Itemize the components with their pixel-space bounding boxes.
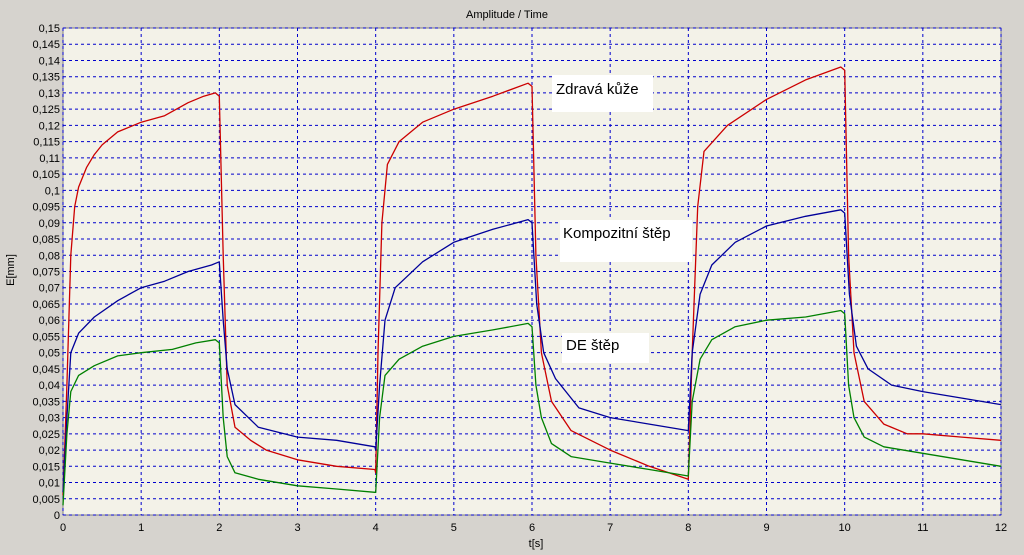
x-tick-label: 1 (138, 522, 144, 534)
y-axis-label: E[mm] (5, 254, 17, 286)
y-tick-label: 0,085 (32, 234, 60, 246)
y-tick-labels: 0 0,005 0,01 0,015 0,02 0,025 0,03 0,035 0,04 0,0… (32, 23, 60, 522)
x-tick-label: 9 (763, 522, 769, 534)
series-line-1 (62, 209, 1002, 493)
y-tick-label: 0,05 (39, 348, 60, 360)
series-line-2 (62, 309, 1002, 506)
y-tick-label: 0,01 (39, 478, 60, 490)
y-tick-label: 0,03 (39, 413, 60, 425)
y-tick-label: 0,1 (45, 185, 60, 197)
y-tick-label: 0,13 (39, 88, 60, 100)
x-tick-label: 8 (685, 522, 691, 534)
y-tick-label: 0,11 (39, 153, 60, 165)
y-tick-label: 0,125 (32, 104, 60, 116)
x-axis-label: t[s] (529, 538, 544, 550)
y-tick-label: 0,015 (32, 461, 60, 473)
series-line-0 (62, 66, 1002, 496)
y-tick-label: 0,075 (32, 267, 60, 279)
x-tick-label: 10 (839, 522, 851, 534)
y-tick-label: 0,08 (39, 250, 60, 262)
x-tick-labels: 0 1 2 3 4 5 6 7 8 9 10 11 12 (60, 522, 1007, 534)
y-tick-label: 0,145 (32, 39, 60, 51)
y-tick-label: 0,035 (32, 396, 60, 408)
x-tick-label: 4 (373, 522, 379, 534)
annotation-text: DE štěp (566, 337, 619, 354)
y-tick-label: 0,12 (39, 120, 60, 132)
y-tick-label: 0,09 (39, 218, 60, 230)
x-tick-label: 7 (607, 522, 613, 534)
y-tick-label: 0,115 (33, 137, 60, 149)
y-tick-label: 0,055 (32, 331, 60, 343)
annotation-zdrava-kuze: Zdravá kůže (552, 75, 653, 112)
y-tick-label: 0,095 (32, 202, 60, 214)
y-tick-label: 0,14 (39, 55, 60, 67)
x-tick-label: 3 (294, 522, 300, 534)
y-tick-label: 0,135 (32, 72, 60, 84)
x-tick-label: 6 (529, 522, 535, 534)
annotation-text: Zdravá kůže (556, 81, 639, 98)
y-tick-label: 0,02 (39, 445, 60, 457)
annotation-kompozitni-step: Kompozitní štěp (560, 220, 692, 262)
x-tick-label: 2 (216, 522, 222, 534)
x-tick-label: 0 (60, 522, 66, 534)
chart-title: Amplitude / Time (466, 9, 548, 21)
y-tick-label: 0,045 (32, 364, 60, 376)
y-tick-label: 0,005 (32, 494, 60, 506)
series-lines (62, 66, 1002, 506)
annotation-text: Kompozitní štěp (563, 225, 671, 242)
y-tick-label: 0,025 (32, 429, 60, 441)
y-tick-label: 0 (54, 510, 60, 522)
annotation-box (560, 220, 692, 262)
annotation-de-step: DE štěp (562, 333, 649, 363)
y-tick-label: 0,04 (39, 380, 60, 392)
x-tick-label: 5 (451, 522, 457, 534)
y-tick-label: 0,15 (39, 23, 60, 35)
x-tick-label: 11 (917, 522, 928, 534)
y-tick-label: 0,065 (32, 299, 60, 311)
annotation-box (552, 75, 653, 112)
y-tick-label: 0,105 (32, 169, 60, 181)
y-tick-label: 0,07 (39, 283, 60, 295)
x-tick-label: 12 (995, 522, 1007, 534)
y-tick-label: 0,06 (39, 315, 60, 327)
annotation-box (562, 333, 649, 363)
